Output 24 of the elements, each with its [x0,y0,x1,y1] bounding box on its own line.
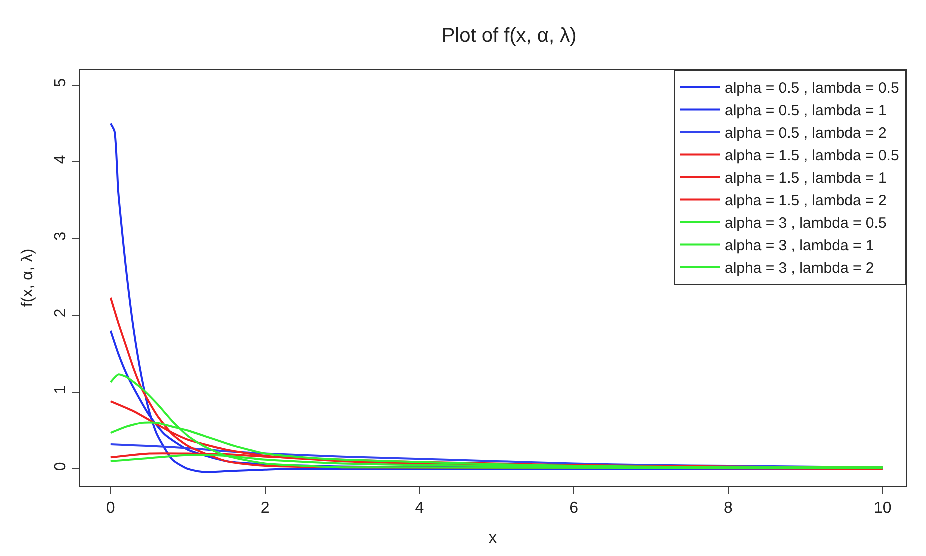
y-tick-label: 3 [52,232,70,241]
legend-label: alpha = 3 , lambda = 2 [725,260,874,278]
x-tick-label: 2 [260,500,270,518]
legend-label: alpha = 3 , lambda = 0.5 [725,215,887,232]
chart-title: Plot of f(x, α, λ) [442,24,577,47]
legend-label: alpha = 1.5 , lambda = 2 [725,192,887,210]
x-tick-label: 8 [724,500,733,518]
y-tick-label: 0 [52,462,70,472]
legend-label: alpha = 1.5 , lambda = 1 [725,170,887,188]
y-tick-label: 4 [52,155,70,164]
y-tick-label: 1 [52,385,70,394]
legend-label: alpha = 1.5 , lambda = 0.5 [725,148,900,165]
legend-label: alpha = 0.5 , lambda = 1 [725,102,887,120]
x-axis-title: x [489,530,497,547]
y-tick-label: 2 [52,308,70,318]
x-tick-label: 6 [570,500,579,518]
y-axis-title: f(x, α, λ) [20,248,36,308]
x-tick-label: 4 [415,500,424,518]
x-tick-label: 10 [874,500,892,518]
legend-label: alpha = 3 , lambda = 1 [725,238,874,255]
legend-label: alpha = 0.5 , lambda = 2 [725,125,887,142]
y-tick-label: 5 [52,78,70,88]
legend-label: alpha = 0.5 , lambda = 0.5 [725,80,900,98]
x-tick-label: 0 [106,500,116,518]
